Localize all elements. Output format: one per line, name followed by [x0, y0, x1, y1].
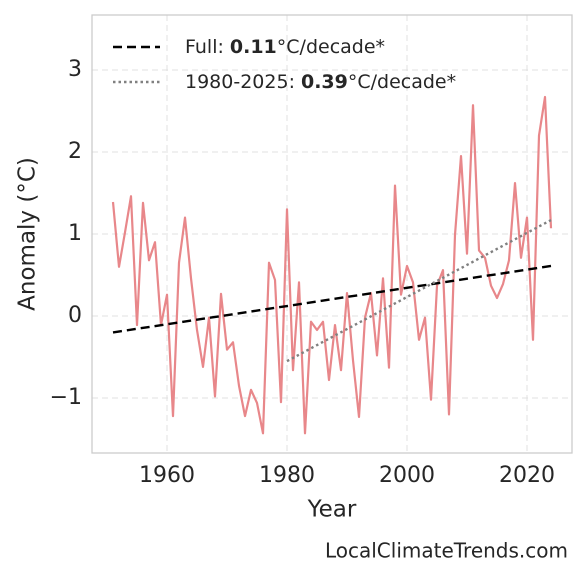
x-tick-label: 1960: [139, 463, 195, 488]
y-axis-label: Anomaly (°C): [15, 157, 41, 311]
anomaly-line: [111, 95, 553, 435]
y-tick-label: 2: [68, 139, 82, 164]
legend-rate: 0.11: [230, 36, 277, 58]
legend-text: Full:: [185, 36, 224, 58]
legend-label: 1980-2025: 0.39°C/decade*: [185, 71, 456, 93]
x-tick-label: 1980: [259, 463, 315, 488]
legend-label: Full: 0.11°C/decade*: [185, 36, 385, 58]
x-axis-label: Year: [307, 497, 357, 523]
legend-unit: °C/decade*: [277, 36, 385, 58]
plot-frame: [91, 14, 573, 454]
y-tick-label: −1: [50, 385, 82, 410]
legend-text: 1980-2025:: [185, 71, 295, 93]
trend-line: [286, 218, 552, 363]
y-tick-label: 1: [68, 221, 82, 246]
y-tick-label: 0: [68, 303, 82, 328]
watermark: LocalClimateTrends.com: [325, 539, 568, 563]
x-tick-label: 2020: [499, 463, 555, 488]
x-tick-label: 2000: [379, 463, 435, 488]
trend-line: [112, 264, 552, 334]
legend-unit: °C/decade*: [348, 71, 456, 93]
legend-rate: 0.39: [301, 71, 348, 93]
y-tick-label: 3: [68, 57, 82, 82]
